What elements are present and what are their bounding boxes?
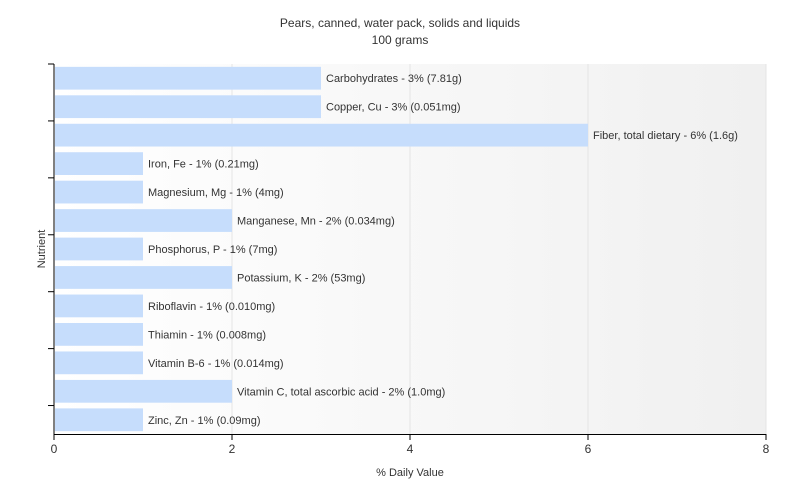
bar-label-7: Potassium, K - 2% (53mg) [237, 272, 365, 284]
bar-label-12: Zinc, Zn - 1% (0.09mg) [148, 415, 260, 427]
bar-0 [55, 66, 321, 90]
x-tick-label-3: 6 [585, 442, 592, 456]
chart-subtitle: 100 grams [372, 33, 429, 47]
bar-8 [55, 294, 143, 318]
bar-label-11: Vitamin C, total ascorbic acid - 2% (1.0… [237, 386, 445, 398]
bar-2 [55, 123, 588, 147]
bar-7 [55, 266, 232, 289]
bar-label-9: Thiamin - 1% (0.008mg) [148, 329, 266, 341]
x-tick-label-2: 4 [407, 442, 414, 456]
bar-9 [55, 323, 143, 346]
x-axis-title: % Daily Value [376, 467, 444, 479]
bar-5 [55, 209, 232, 232]
bar-12 [55, 408, 143, 432]
bar-label-0: Carbohydrates - 3% (7.81g) [326, 73, 462, 85]
bar-1 [55, 95, 321, 119]
bar-label-2: Fiber, total dietary - 6% (1.6g) [593, 130, 738, 142]
x-tick-label-0: 0 [51, 442, 58, 456]
bar-label-6: Phosphorus, P - 1% (7mg) [148, 244, 277, 256]
bar-6 [55, 237, 143, 261]
bar-label-8: Riboflavin - 1% (0.010mg) [148, 301, 275, 313]
bar-label-10: Vitamin B-6 - 1% (0.014mg) [148, 358, 284, 370]
bar-10 [55, 351, 143, 375]
y-axis-title: Nutrient [36, 230, 48, 269]
bar-label-1: Copper, Cu - 3% (0.051mg) [326, 102, 461, 114]
data-labels: Carbohydrates - 3% (7.81g) Copper, Cu - 3… [148, 73, 738, 427]
bar-label-4: Magnesium, Mg - 1% (4mg) [148, 187, 284, 199]
bars [55, 66, 588, 432]
axes: 0 2 4 6 8 [48, 63, 770, 456]
chart-title: Pears, canned, water pack, solids and li… [280, 16, 520, 30]
bar-3 [55, 152, 143, 175]
x-tick-label-4: 8 [763, 442, 770, 456]
x-tick-label-1: 2 [229, 442, 236, 456]
bar-label-5: Manganese, Mn - 2% (0.034mg) [237, 216, 395, 228]
bar-label-3: Iron, Fe - 1% (0.21mg) [148, 159, 259, 171]
bar-11 [55, 379, 232, 403]
bar-4 [55, 180, 143, 204]
